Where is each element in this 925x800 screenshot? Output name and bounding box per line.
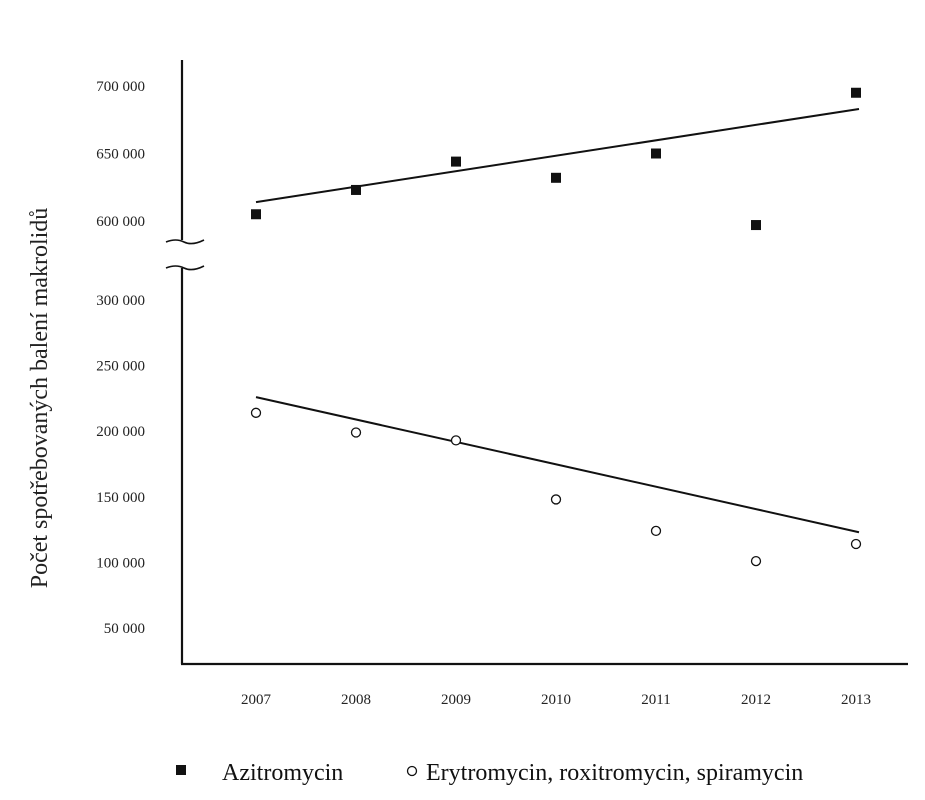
data-point-azitromycin: [551, 172, 561, 183]
y-tick-label: 150 000: [96, 490, 145, 506]
data-point-azitromycin: [751, 220, 761, 231]
legend-marker-square: [176, 765, 186, 775]
y-tick-labels: 600 000 650 000 700 000 50 000 100 000 150 00…: [96, 79, 145, 637]
data-point-azitromycin: [851, 87, 861, 98]
trendline: [255, 396, 860, 534]
data-point-azitromycin: [351, 184, 361, 195]
data-point-azitromycin: [651, 148, 661, 159]
x-tick-label: 2013: [841, 692, 871, 708]
y-tick-label: 50 000: [104, 621, 145, 637]
data-point-erytromycin-group: [550, 494, 562, 505]
legend-marker-circle: [406, 765, 418, 777]
data-point-azitromycin: [451, 156, 461, 167]
y-tick-label: 700 000: [96, 79, 145, 95]
data-point-erytromycin-group: [850, 538, 862, 550]
legend: Azitromycin Erytromycin, roxitromycin, sp…: [176, 760, 803, 786]
data-point-erytromycin-group: [250, 407, 262, 418]
data-point-erytromycin-group: [450, 435, 462, 446]
x-tick-label: 2010: [541, 692, 571, 708]
legend-label-azitromycin: Azitromycin: [222, 760, 343, 786]
data-point-erytromycin-group: [750, 555, 762, 567]
data-point-erytromycin-group: [650, 525, 662, 537]
x-tick-label: 2009: [441, 692, 471, 708]
x-tick-label: 2012: [741, 692, 771, 708]
data-point-erytromycin-group: [350, 427, 362, 438]
axis-break-mark: [165, 239, 205, 245]
y-tick-label: 250 000: [96, 359, 145, 375]
x-tick-labels: 2007 2008 2009 2010 2011 2012 2013: [241, 692, 871, 708]
y-tick-label: 200 000: [96, 424, 145, 440]
trendline: [255, 107, 860, 204]
legend-label-erytromycin-group: Erytromycin, roxitromycin, spiramycin: [426, 760, 803, 786]
trendlines: [255, 107, 860, 534]
data-point-azitromycin: [251, 209, 261, 220]
x-tick-label: 2011: [641, 692, 670, 708]
y-tick-label: 300 000: [96, 293, 145, 309]
y-axis-label: Počet spotřebovaných balení makrolidů: [27, 208, 53, 589]
axes: [165, 60, 908, 666]
y-tick-label: 650 000: [96, 147, 145, 163]
y-tick-label: 100 000: [96, 555, 145, 571]
x-tick-label: 2008: [341, 692, 371, 708]
data-points: [250, 87, 862, 567]
y-tick-label: 600 000: [96, 214, 145, 230]
x-tick-label: 2007: [241, 692, 272, 708]
axis-break-mark: [165, 265, 205, 271]
